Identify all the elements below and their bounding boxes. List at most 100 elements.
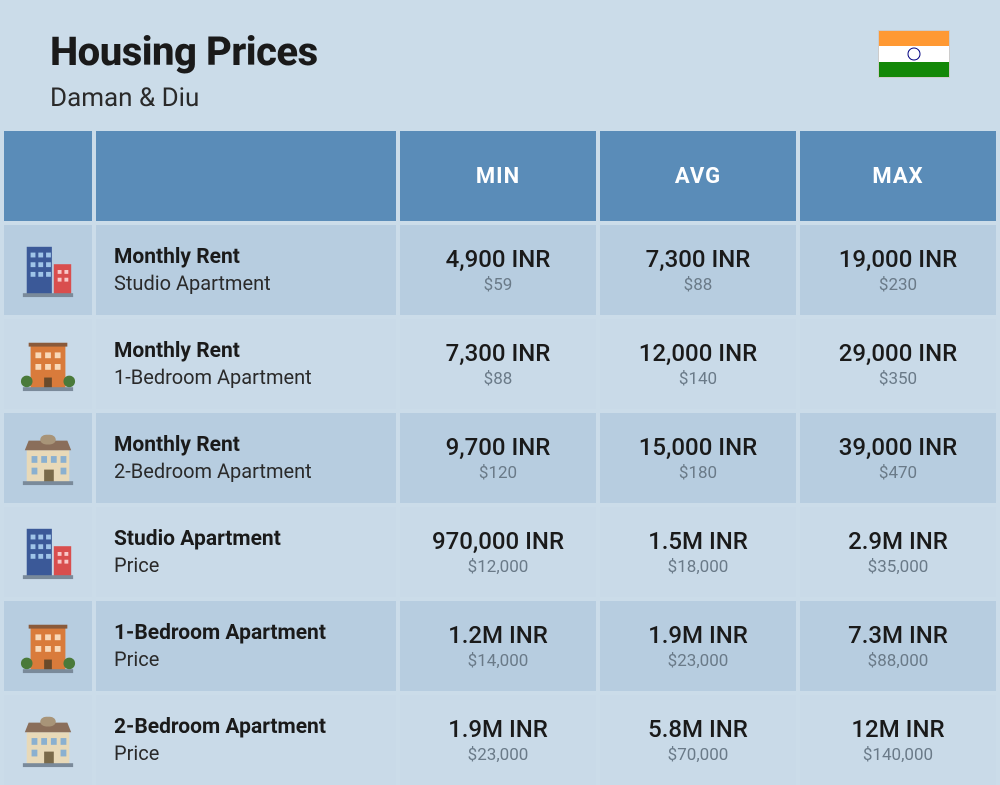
max-value-usd: $230	[879, 275, 917, 295]
avg-value-usd: $140	[679, 369, 717, 389]
row-max-cell: 29,000 INR $350	[800, 319, 996, 409]
header-avg: AVG	[600, 131, 796, 221]
avg-value: 7,300 INR	[646, 245, 751, 273]
max-value: 2.9M INR	[848, 527, 948, 555]
row-avg-cell: 1.5M INR $18,000	[600, 507, 796, 597]
table-body: Monthly Rent Studio Apartment 4,900 INR …	[4, 225, 996, 785]
building-house-icon	[19, 711, 77, 769]
india-flag-icon	[878, 30, 950, 78]
row-label-cell: Monthly Rent 1-Bedroom Apartment	[96, 319, 396, 409]
min-value-usd: $14,000	[468, 651, 529, 671]
row-min-cell: 7,300 INR $88	[400, 319, 596, 409]
flag-stripe-orange	[879, 31, 949, 46]
row-label-sub: Price	[114, 553, 396, 577]
avg-value: 5.8M INR	[648, 715, 748, 743]
avg-value-usd: $180	[679, 463, 717, 483]
page-subtitle: Daman & Diu	[50, 83, 950, 113]
min-value-usd: $59	[484, 275, 513, 295]
avg-value-usd: $23,000	[668, 651, 729, 671]
max-value: 7.3M INR	[848, 621, 948, 649]
row-label-main: Monthly Rent	[114, 245, 396, 269]
avg-value: 15,000 INR	[639, 433, 757, 461]
table-row: Monthly Rent 1-Bedroom Apartment 7,300 I…	[4, 319, 996, 409]
row-avg-cell: 12,000 INR $140	[600, 319, 796, 409]
row-label-cell: 2-Bedroom Apartment Price	[96, 695, 396, 785]
row-label-main: Studio Apartment	[114, 527, 396, 551]
min-value-usd: $23,000	[468, 745, 529, 765]
pricing-table: MIN AVG MAX Monthly Rent Studio Apartmen…	[0, 131, 1000, 785]
row-label-cell: Monthly Rent 2-Bedroom Apartment	[96, 413, 396, 503]
header-min: MIN	[400, 131, 596, 221]
row-avg-cell: 7,300 INR $88	[600, 225, 796, 315]
building-tall-icon	[19, 241, 77, 299]
min-value: 970,000 INR	[432, 527, 564, 555]
row-min-cell: 9,700 INR $120	[400, 413, 596, 503]
row-max-cell: 12M INR $140,000	[800, 695, 996, 785]
min-value: 9,700 INR	[446, 433, 551, 461]
max-value: 19,000 INR	[839, 245, 957, 273]
row-min-cell: 1.9M INR $23,000	[400, 695, 596, 785]
table-row: 2-Bedroom Apartment Price 1.9M INR $23,0…	[4, 695, 996, 785]
avg-value: 1.9M INR	[648, 621, 748, 649]
row-max-cell: 39,000 INR $470	[800, 413, 996, 503]
row-label-sub: 2-Bedroom Apartment	[114, 459, 396, 483]
max-value-usd: $35,000	[868, 557, 929, 577]
table-row: Monthly Rent 2-Bedroom Apartment 9,700 I…	[4, 413, 996, 503]
building-house-icon	[19, 429, 77, 487]
row-label-cell: 1-Bedroom Apartment Price	[96, 601, 396, 691]
max-value: 29,000 INR	[839, 339, 957, 367]
min-value-usd: $120	[479, 463, 517, 483]
min-value-usd: $12,000	[468, 557, 529, 577]
row-avg-cell: 15,000 INR $180	[600, 413, 796, 503]
row-avg-cell: 5.8M INR $70,000	[600, 695, 796, 785]
table-row: Studio Apartment Price 970,000 INR $12,0…	[4, 507, 996, 597]
avg-value-usd: $88	[684, 275, 713, 295]
row-avg-cell: 1.9M INR $23,000	[600, 601, 796, 691]
row-label-sub: Studio Apartment	[114, 271, 396, 295]
flag-wheel-icon	[908, 47, 921, 60]
max-value-usd: $470	[879, 463, 917, 483]
max-value-usd: $88,000	[868, 651, 929, 671]
row-max-cell: 7.3M INR $88,000	[800, 601, 996, 691]
row-icon-cell	[4, 413, 92, 503]
row-label-sub: Price	[114, 647, 396, 671]
row-min-cell: 4,900 INR $59	[400, 225, 596, 315]
table-row: Monthly Rent Studio Apartment 4,900 INR …	[4, 225, 996, 315]
page-title: Housing Prices	[50, 28, 950, 75]
row-min-cell: 970,000 INR $12,000	[400, 507, 596, 597]
header: Housing Prices Daman & Diu	[0, 0, 1000, 131]
row-icon-cell	[4, 507, 92, 597]
row-label-main: Monthly Rent	[114, 339, 396, 363]
row-label-main: Monthly Rent	[114, 433, 396, 457]
avg-value-usd: $18,000	[668, 557, 729, 577]
table-header: MIN AVG MAX	[4, 131, 996, 221]
header-max: MAX	[800, 131, 996, 221]
header-icon-col	[4, 131, 92, 221]
row-label-cell: Studio Apartment Price	[96, 507, 396, 597]
max-value: 39,000 INR	[839, 433, 957, 461]
row-min-cell: 1.2M INR $14,000	[400, 601, 596, 691]
building-orange-icon	[19, 617, 77, 675]
row-max-cell: 19,000 INR $230	[800, 225, 996, 315]
max-value-usd: $140,000	[863, 745, 933, 765]
avg-value: 1.5M INR	[648, 527, 748, 555]
row-label-sub: Price	[114, 741, 396, 765]
building-orange-icon	[19, 335, 77, 393]
min-value-usd: $88	[484, 369, 513, 389]
row-label-cell: Monthly Rent Studio Apartment	[96, 225, 396, 315]
row-icon-cell	[4, 601, 92, 691]
row-icon-cell	[4, 319, 92, 409]
min-value: 1.9M INR	[448, 715, 548, 743]
flag-stripe-green	[879, 62, 949, 77]
min-value: 1.2M INR	[448, 621, 548, 649]
avg-value: 12,000 INR	[639, 339, 757, 367]
max-value: 12M INR	[851, 715, 944, 743]
flag-stripe-white	[879, 46, 949, 61]
avg-value-usd: $70,000	[668, 745, 729, 765]
min-value: 4,900 INR	[446, 245, 551, 273]
row-icon-cell	[4, 695, 92, 785]
row-max-cell: 2.9M INR $35,000	[800, 507, 996, 597]
row-label-sub: 1-Bedroom Apartment	[114, 365, 396, 389]
min-value: 7,300 INR	[446, 339, 551, 367]
building-tall-icon	[19, 523, 77, 581]
